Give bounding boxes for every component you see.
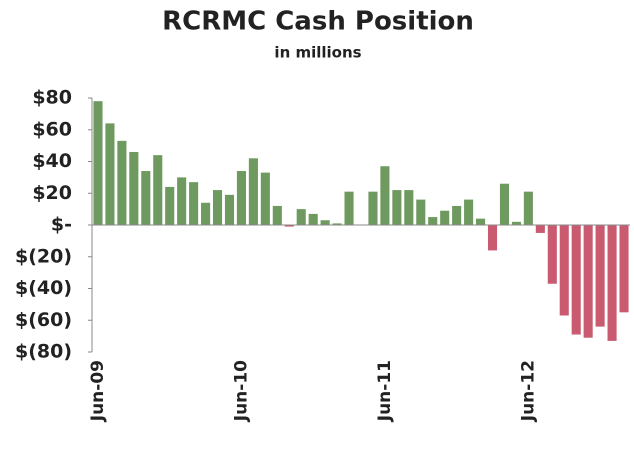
bar (153, 155, 163, 225)
bar (308, 213, 318, 225)
bar (380, 166, 390, 225)
bar (416, 199, 426, 225)
y-tick-label: $40 (32, 150, 72, 172)
bar (559, 225, 569, 316)
bar (272, 205, 282, 225)
bar (487, 225, 498, 251)
bar (224, 194, 235, 225)
bar (117, 140, 127, 225)
bar (141, 171, 151, 225)
bar (296, 209, 306, 225)
bar (332, 223, 342, 225)
bar (452, 205, 462, 225)
bar (201, 202, 211, 225)
y-tick-label: $60 (32, 118, 72, 140)
bar (583, 225, 593, 338)
bar (404, 190, 414, 225)
bar (284, 225, 294, 227)
y-tick-label: $(60) (15, 309, 72, 331)
bar (344, 191, 354, 225)
bar (93, 101, 103, 225)
bar (511, 221, 521, 225)
y-tick-label: $(40) (15, 277, 72, 299)
bar (165, 186, 175, 225)
bar (440, 210, 450, 225)
bar (105, 123, 115, 225)
bar (248, 158, 258, 225)
bar (428, 217, 438, 225)
bar (571, 225, 581, 335)
bar (499, 183, 510, 225)
chart-subtitle: in millions (274, 44, 361, 62)
y-tick-label: $- (51, 214, 72, 236)
bar (260, 172, 270, 225)
y-tick-label: $80 (32, 87, 72, 109)
bar (595, 225, 605, 327)
x-tick-label: Jun-12 (518, 360, 538, 422)
bar (523, 191, 533, 225)
bar (464, 199, 474, 225)
bar (189, 182, 199, 225)
y-tick-label: $(80) (15, 341, 72, 363)
x-tick-label: Jun-09 (88, 360, 108, 422)
x-tick-label: Jun-11 (375, 360, 395, 422)
bar (368, 191, 378, 225)
y-tick-label: $20 (32, 182, 72, 204)
bar (129, 151, 139, 225)
bar (236, 171, 246, 225)
y-tick-label: $(20) (15, 245, 72, 267)
bar (392, 190, 402, 225)
bar (607, 225, 617, 341)
bar (320, 220, 330, 225)
bar (547, 225, 557, 284)
chart-title: RCRMC Cash Position (162, 7, 474, 37)
x-tick-label: Jun-10 (231, 360, 251, 422)
bar (177, 177, 187, 225)
bar (476, 218, 486, 225)
bar (535, 225, 545, 233)
bar (619, 225, 629, 313)
bar (212, 190, 223, 225)
